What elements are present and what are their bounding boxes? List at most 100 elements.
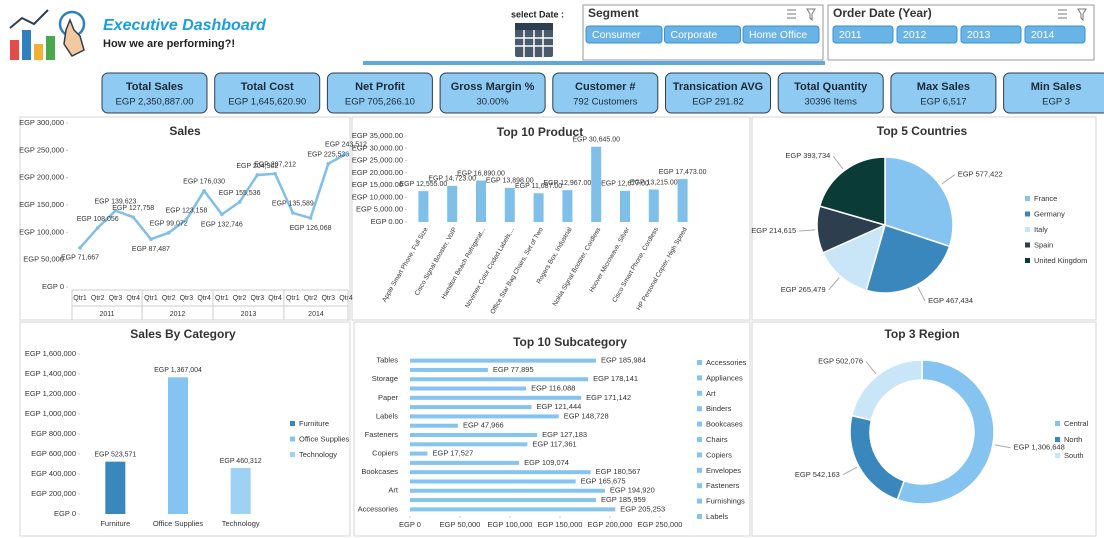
bar — [648, 189, 659, 222]
legend-swatch — [697, 390, 702, 396]
slicer-button-label[interactable]: 2011 — [839, 29, 862, 41]
data-label: EGP 180,567 — [596, 467, 641, 476]
slicer-button[interactable] — [742, 25, 820, 44]
point — [220, 212, 224, 217]
data-label: EGP 1,367,004 — [154, 367, 202, 374]
point — [308, 216, 313, 220]
y-tick-label: EGP 250,000 — [19, 145, 64, 154]
calendar-icon[interactable] — [515, 23, 553, 57]
slicer-button[interactable] — [585, 25, 663, 44]
bar — [410, 498, 596, 503]
slicer-button-label[interactable]: 2013 — [967, 29, 991, 41]
point — [237, 200, 242, 204]
y-tick-label: EGP 300,000 — [19, 118, 64, 127]
data-label: EGP 243,512 — [325, 142, 367, 149]
x-tick-label: Qtr2 — [162, 295, 176, 302]
bar — [410, 386, 527, 391]
logo-line — [9, 9, 49, 29]
slicer-button[interactable] — [664, 25, 741, 44]
slicer-icon[interactable] — [787, 8, 816, 22]
slicer-button[interactable] — [896, 25, 958, 44]
legend-label: Furniture — [299, 419, 329, 428]
legend-swatch — [697, 437, 702, 442]
slicer-button-label[interactable]: Corporate — [671, 29, 718, 41]
kpi-card — [101, 72, 208, 114]
kpi-card — [439, 72, 546, 114]
bar — [410, 460, 520, 465]
legend-label: Appliances — [706, 373, 743, 382]
x-tick-label: Qtr1 — [73, 295, 87, 302]
slicer-button[interactable] — [960, 25, 1022, 44]
y-tick-label: Storage — [372, 374, 398, 383]
bar — [410, 470, 591, 475]
kpi-card — [214, 72, 321, 114]
slicer-button-label[interactable]: Home Office — [749, 29, 807, 41]
data-label: EGP 11,687.00 — [515, 183, 562, 190]
slicer-button[interactable] — [1024, 25, 1086, 44]
data-label: EGP 17,527 — [433, 449, 474, 458]
chart-title: Sales — [169, 124, 201, 138]
data-label: EGP 467,434 — [928, 296, 973, 305]
chart-title: Top 5 Countries — [877, 124, 968, 138]
x-tick-label: Qtr2 — [304, 295, 318, 302]
slicer-button[interactable] — [832, 25, 894, 44]
data-label: EGP 207,212 — [254, 162, 296, 169]
data-label: EGP 109,074 — [524, 458, 569, 467]
legend-label: France — [1034, 194, 1057, 203]
leader-line — [917, 286, 926, 302]
slicer-button-label[interactable]: Consumer — [592, 29, 641, 41]
y-tick-label: Bookcases — [361, 467, 398, 476]
data-label: EGP 205,253 — [620, 504, 665, 513]
y-tick-label: EGP 0 — [54, 509, 76, 518]
x-tick-label: Office Supplies — [153, 519, 204, 528]
x-tick-label: Qtr3 — [251, 295, 265, 302]
slicer-button-label[interactable]: 2012 — [903, 29, 927, 41]
legend-swatch — [290, 421, 295, 426]
bar — [410, 423, 458, 428]
data-label: EGP 165,675 — [581, 476, 626, 485]
point — [78, 246, 82, 250]
slicer-icon[interactable] — [1058, 8, 1087, 22]
legend-label: Germany — [1034, 209, 1065, 218]
legend-label: Fasteners — [706, 481, 740, 490]
leader-line — [994, 444, 1011, 449]
data-label: EGP 116,088 — [531, 384, 575, 393]
slicer-button-label[interactable]: 2014 — [1031, 29, 1055, 41]
bar — [410, 395, 582, 400]
y-tick-label: Fasteners — [365, 430, 399, 439]
logo-bar — [46, 36, 55, 60]
kpi-label: Total Quantity — [794, 81, 868, 93]
kpi-card — [665, 72, 771, 114]
legend-label: North — [1064, 435, 1082, 444]
y-tick-label: EGP 200,000 — [31, 489, 76, 498]
leader-line — [799, 229, 816, 232]
legend-swatch — [1025, 196, 1030, 201]
logo-hand — [63, 17, 85, 57]
calendar-top[interactable] — [515, 23, 553, 30]
data-label: EGP 204,902 — [236, 163, 278, 170]
slice — [818, 156, 886, 226]
y-tick-label: Accessories — [358, 504, 399, 513]
point — [166, 231, 171, 235]
legend-label: Spain — [1034, 240, 1053, 249]
y-tick-label: EGP 400,000 — [31, 469, 76, 478]
bar — [504, 187, 515, 222]
kpi-label: Transication AVG — [673, 81, 763, 93]
legend-swatch — [290, 436, 295, 442]
kpi-card — [777, 72, 884, 114]
logo-bar — [22, 30, 31, 60]
x-group-label: 2014 — [308, 311, 324, 318]
point — [149, 237, 153, 241]
calendar-grid[interactable] — [515, 30, 553, 57]
y-tick-label: EGP 50,000 — [23, 255, 64, 264]
legend-label: Labels — [706, 512, 728, 521]
kpi-label: Gross Margin % — [451, 81, 535, 93]
y-tick-label: EGP 600,000 — [31, 449, 76, 458]
bar — [677, 179, 688, 222]
x-tick-label: Qtr2 — [233, 295, 247, 302]
legend-label: Chairs — [706, 435, 728, 444]
bar — [410, 433, 538, 437]
slice — [821, 223, 887, 292]
legend-label: Technology — [299, 450, 337, 459]
kpi-label: Net Profit — [355, 81, 405, 93]
